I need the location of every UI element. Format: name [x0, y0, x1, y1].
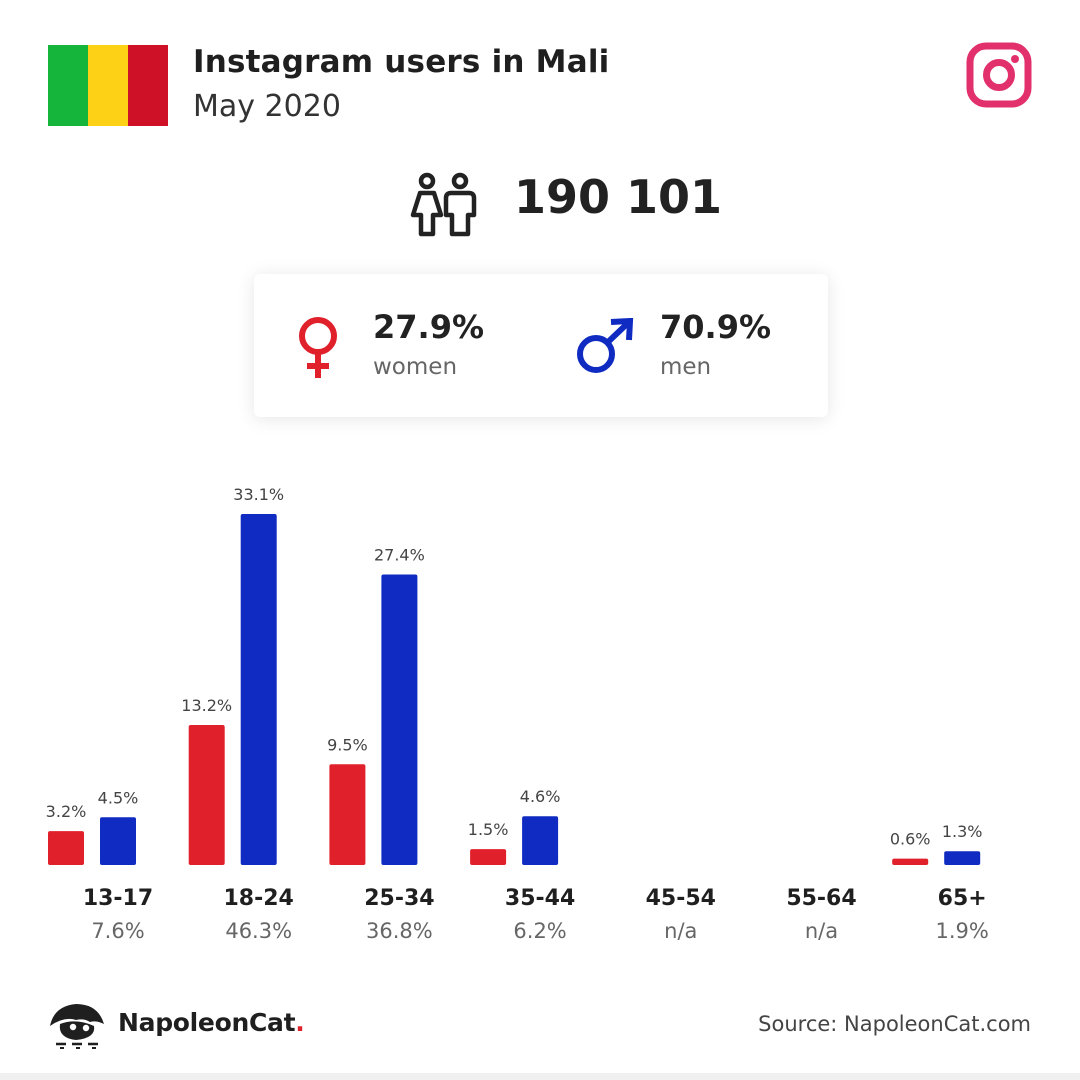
age-gender-bar-chart: 3.2% 4.5% 13-17 7.6% 13.2% 33.1% 18-24 46.3% 9.5…: [46, 485, 989, 943]
bar-value-label: 9.5%: [327, 735, 368, 754]
bar-men: [944, 851, 981, 865]
age-group-total: 46.3%: [225, 919, 292, 943]
bar-value-label: 3.2%: [46, 802, 87, 821]
bar-women: [329, 764, 366, 865]
mali-flag: [48, 45, 168, 126]
bar-value-label: 1.3%: [942, 822, 983, 841]
bar-value-label: 33.1%: [233, 485, 284, 504]
total-users: 190 101: [514, 170, 723, 224]
age-group-total: 6.2%: [513, 919, 566, 943]
bar-men: [240, 514, 277, 865]
flag-stripe-red: [128, 45, 168, 126]
flag-stripe-green: [48, 45, 88, 126]
age-group-total: 7.6%: [91, 919, 144, 943]
bar-value-label: 4.6%: [520, 787, 561, 806]
page-title: Instagram users in Mali: [193, 44, 610, 80]
brand-name: NapoleonCat: [118, 1008, 296, 1037]
brand-dot: .: [295, 1008, 305, 1037]
bar-women: [470, 849, 507, 865]
male-symbol-icon: [577, 318, 634, 373]
age-group-label: 13-17: [83, 886, 153, 911]
age-group-total: n/a: [664, 919, 697, 943]
bar-value-label: 1.5%: [468, 820, 509, 839]
bar-value-label: 4.5%: [98, 788, 139, 807]
bottom-strip: [0, 1073, 1080, 1080]
age-group-total: n/a: [805, 919, 838, 943]
flag-stripe-yellow: [88, 45, 128, 126]
napoleoncat-logo-icon: [50, 1004, 104, 1049]
bar-women: [188, 725, 225, 865]
bar-women: [892, 858, 929, 865]
women-percentage: 27.9%: [373, 308, 485, 346]
age-group-label: 55-64: [786, 886, 856, 911]
instagram-icon: [966, 42, 1032, 108]
people-icon: [410, 172, 477, 237]
age-group-total: 36.8%: [366, 919, 433, 943]
bar-value-label: 13.2%: [181, 696, 232, 715]
age-group-label: 45-54: [646, 886, 716, 911]
age-group-total: 1.9%: [936, 919, 989, 943]
bar-value-label: 0.6%: [890, 830, 931, 849]
bar-men: [381, 574, 418, 865]
men-percentage: 70.9%: [660, 308, 772, 346]
source-credit: Source: NapoleonCat.com: [758, 1012, 1031, 1036]
bar-women: [48, 831, 84, 865]
age-group-label: 18-24: [224, 886, 294, 911]
age-group-label: 65+: [938, 886, 987, 911]
female-symbol-icon: [299, 317, 337, 378]
bar-value-label: 27.4%: [374, 545, 425, 564]
age-group-label: 25-34: [364, 886, 434, 911]
age-group-label: 35-44: [505, 886, 575, 911]
page-subtitle: May 2020: [193, 89, 341, 124]
napoleoncat-brand: NapoleonCat.: [118, 1008, 305, 1037]
bar-men: [100, 817, 136, 865]
gender-split-card: [254, 274, 828, 417]
women-label: women: [373, 354, 458, 380]
men-label: men: [660, 354, 712, 380]
bar-men: [522, 816, 559, 865]
